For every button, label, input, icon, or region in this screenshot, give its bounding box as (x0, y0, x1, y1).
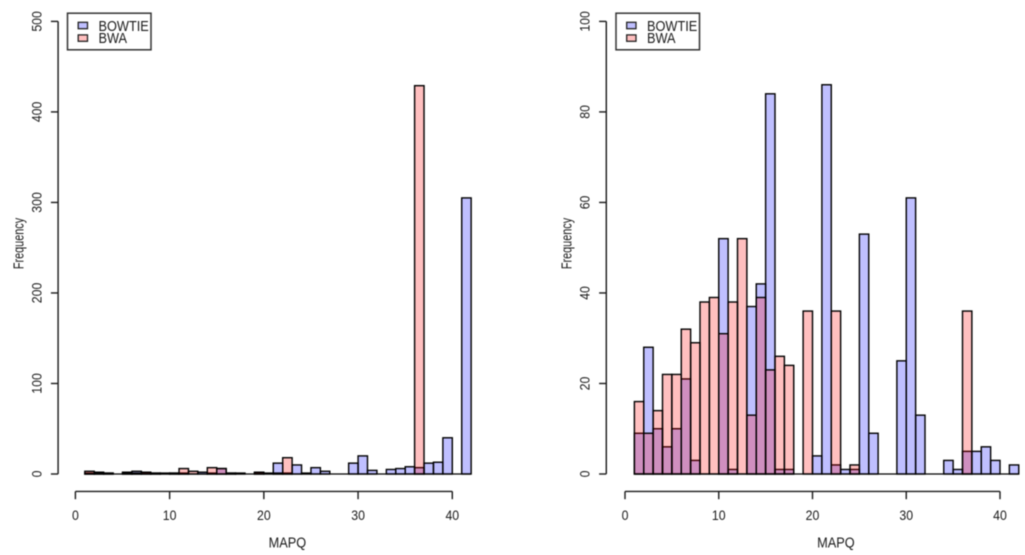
svg-text:300: 300 (29, 192, 45, 213)
svg-text:BWA: BWA (99, 30, 128, 46)
svg-text:0: 0 (29, 471, 45, 478)
svg-text:0: 0 (577, 471, 593, 478)
svg-text:30: 30 (899, 507, 913, 523)
svg-text:40: 40 (993, 507, 1007, 523)
svg-text:0: 0 (72, 507, 79, 523)
svg-text:400: 400 (29, 102, 45, 123)
svg-text:BOWTIE: BOWTIE (99, 18, 149, 34)
svg-text:80: 80 (577, 105, 593, 119)
svg-text:Frequency: Frequency (558, 217, 575, 269)
svg-text:500: 500 (29, 11, 45, 32)
svg-text:20: 20 (806, 507, 820, 523)
svg-text:20: 20 (577, 377, 593, 391)
svg-text:60: 60 (577, 196, 593, 210)
svg-text:10: 10 (163, 507, 177, 523)
svg-text:BOWTIE: BOWTIE (647, 18, 697, 34)
svg-text:30: 30 (351, 507, 365, 523)
svg-text:0: 0 (622, 507, 629, 523)
svg-text:40: 40 (577, 286, 593, 300)
svg-text:20: 20 (257, 507, 271, 523)
svg-text:10: 10 (712, 507, 726, 523)
svg-text:BWA: BWA (647, 30, 676, 46)
svg-text:200: 200 (29, 283, 45, 304)
svg-text:100: 100 (29, 373, 45, 394)
svg-text:100: 100 (577, 11, 593, 32)
svg-text:Frequency: Frequency (10, 217, 27, 269)
svg-text:MAPQ: MAPQ (269, 535, 307, 551)
svg-text:40: 40 (445, 507, 459, 523)
svg-text:MAPQ: MAPQ (817, 535, 855, 551)
